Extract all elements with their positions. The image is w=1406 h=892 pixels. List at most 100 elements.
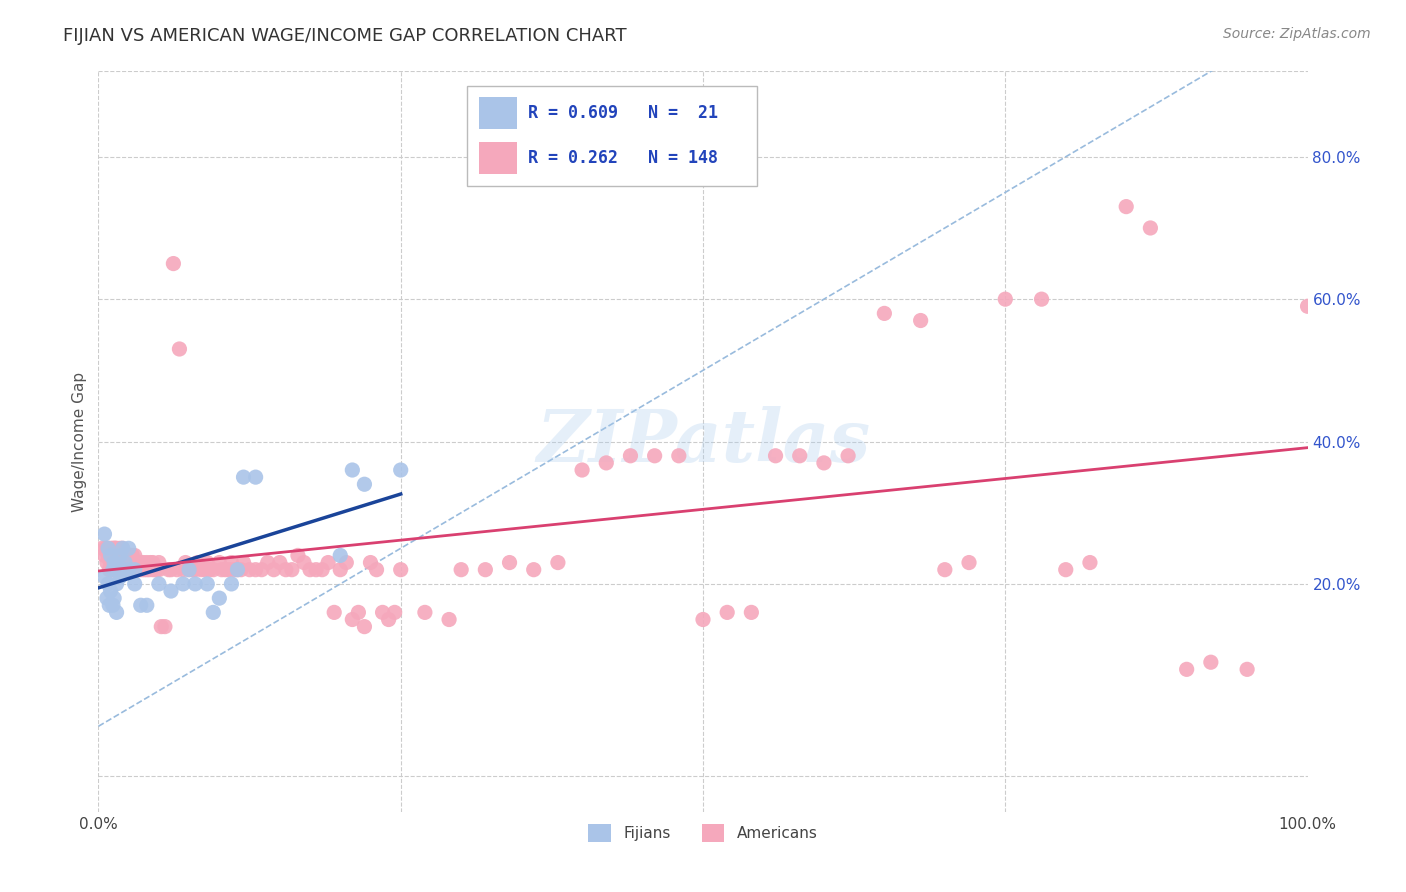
Point bbox=[740, 606, 762, 620]
Point bbox=[389, 463, 412, 477]
Point bbox=[150, 619, 173, 633]
Point bbox=[873, 306, 896, 320]
Point bbox=[103, 541, 125, 556]
Point bbox=[157, 563, 180, 577]
Point bbox=[274, 563, 297, 577]
Point bbox=[108, 563, 131, 577]
Point bbox=[194, 563, 217, 577]
Point bbox=[498, 556, 520, 570]
Point bbox=[100, 549, 122, 563]
Point bbox=[114, 556, 136, 570]
Point bbox=[96, 591, 118, 606]
Point bbox=[299, 563, 322, 577]
Point bbox=[107, 556, 129, 570]
Point bbox=[115, 563, 138, 577]
Point bbox=[101, 563, 124, 577]
Point bbox=[184, 577, 207, 591]
Point bbox=[208, 556, 231, 570]
Point bbox=[208, 591, 231, 606]
Point bbox=[97, 541, 120, 556]
Point bbox=[104, 563, 127, 577]
Point bbox=[329, 549, 352, 563]
Point bbox=[105, 556, 128, 570]
Point bbox=[226, 563, 249, 577]
Point bbox=[218, 563, 240, 577]
Point bbox=[160, 563, 183, 577]
Point bbox=[172, 563, 194, 577]
Point bbox=[100, 584, 122, 599]
Point bbox=[1199, 655, 1222, 669]
Point bbox=[668, 449, 690, 463]
Point bbox=[105, 549, 128, 563]
Point bbox=[245, 563, 267, 577]
Point bbox=[108, 549, 131, 563]
Point bbox=[305, 563, 328, 577]
Point bbox=[384, 606, 406, 620]
Point bbox=[181, 563, 204, 577]
Point bbox=[91, 541, 114, 556]
Point bbox=[129, 556, 152, 570]
Point bbox=[323, 606, 346, 620]
Point bbox=[100, 549, 122, 563]
Point bbox=[214, 563, 236, 577]
Point bbox=[316, 556, 339, 570]
Point bbox=[547, 556, 569, 570]
Point bbox=[110, 563, 132, 577]
Point bbox=[94, 541, 117, 556]
Point bbox=[837, 449, 859, 463]
Point bbox=[103, 549, 125, 563]
Point bbox=[124, 549, 146, 563]
Point bbox=[108, 556, 131, 570]
Point bbox=[389, 563, 412, 577]
Point bbox=[1031, 292, 1053, 306]
Point bbox=[93, 549, 115, 563]
Point bbox=[169, 342, 191, 356]
Point bbox=[108, 563, 131, 577]
Point bbox=[98, 563, 121, 577]
Point bbox=[1115, 200, 1137, 214]
Point bbox=[120, 549, 142, 563]
Point bbox=[184, 563, 207, 577]
Point bbox=[105, 563, 128, 577]
Point bbox=[256, 556, 278, 570]
Point bbox=[143, 563, 166, 577]
Point bbox=[342, 463, 364, 477]
Point bbox=[153, 619, 176, 633]
Point bbox=[281, 563, 304, 577]
Point bbox=[118, 556, 141, 570]
Point bbox=[120, 556, 142, 570]
Point bbox=[174, 556, 197, 570]
Point bbox=[437, 613, 460, 627]
Point bbox=[269, 556, 291, 570]
Point bbox=[100, 556, 122, 570]
Point bbox=[371, 606, 394, 620]
Point bbox=[118, 563, 141, 577]
Point bbox=[1236, 662, 1258, 676]
Point bbox=[179, 563, 201, 577]
Point bbox=[112, 563, 135, 577]
Point bbox=[347, 606, 370, 620]
Point bbox=[108, 549, 131, 563]
Point bbox=[93, 527, 115, 541]
Point bbox=[813, 456, 835, 470]
Point bbox=[1078, 556, 1101, 570]
Point bbox=[96, 556, 118, 570]
Point bbox=[179, 563, 201, 577]
Point bbox=[127, 556, 149, 570]
Point bbox=[105, 606, 128, 620]
Point bbox=[187, 556, 209, 570]
Point bbox=[114, 563, 136, 577]
Point bbox=[366, 563, 388, 577]
Point bbox=[100, 549, 122, 563]
Point bbox=[124, 563, 146, 577]
Point bbox=[1296, 299, 1319, 313]
Point bbox=[450, 563, 472, 577]
Point bbox=[226, 563, 249, 577]
Point bbox=[195, 577, 218, 591]
Point bbox=[765, 449, 787, 463]
Point bbox=[111, 541, 134, 556]
Point bbox=[353, 619, 375, 633]
Point bbox=[100, 563, 122, 577]
Point bbox=[118, 563, 141, 577]
Point bbox=[98, 599, 121, 613]
